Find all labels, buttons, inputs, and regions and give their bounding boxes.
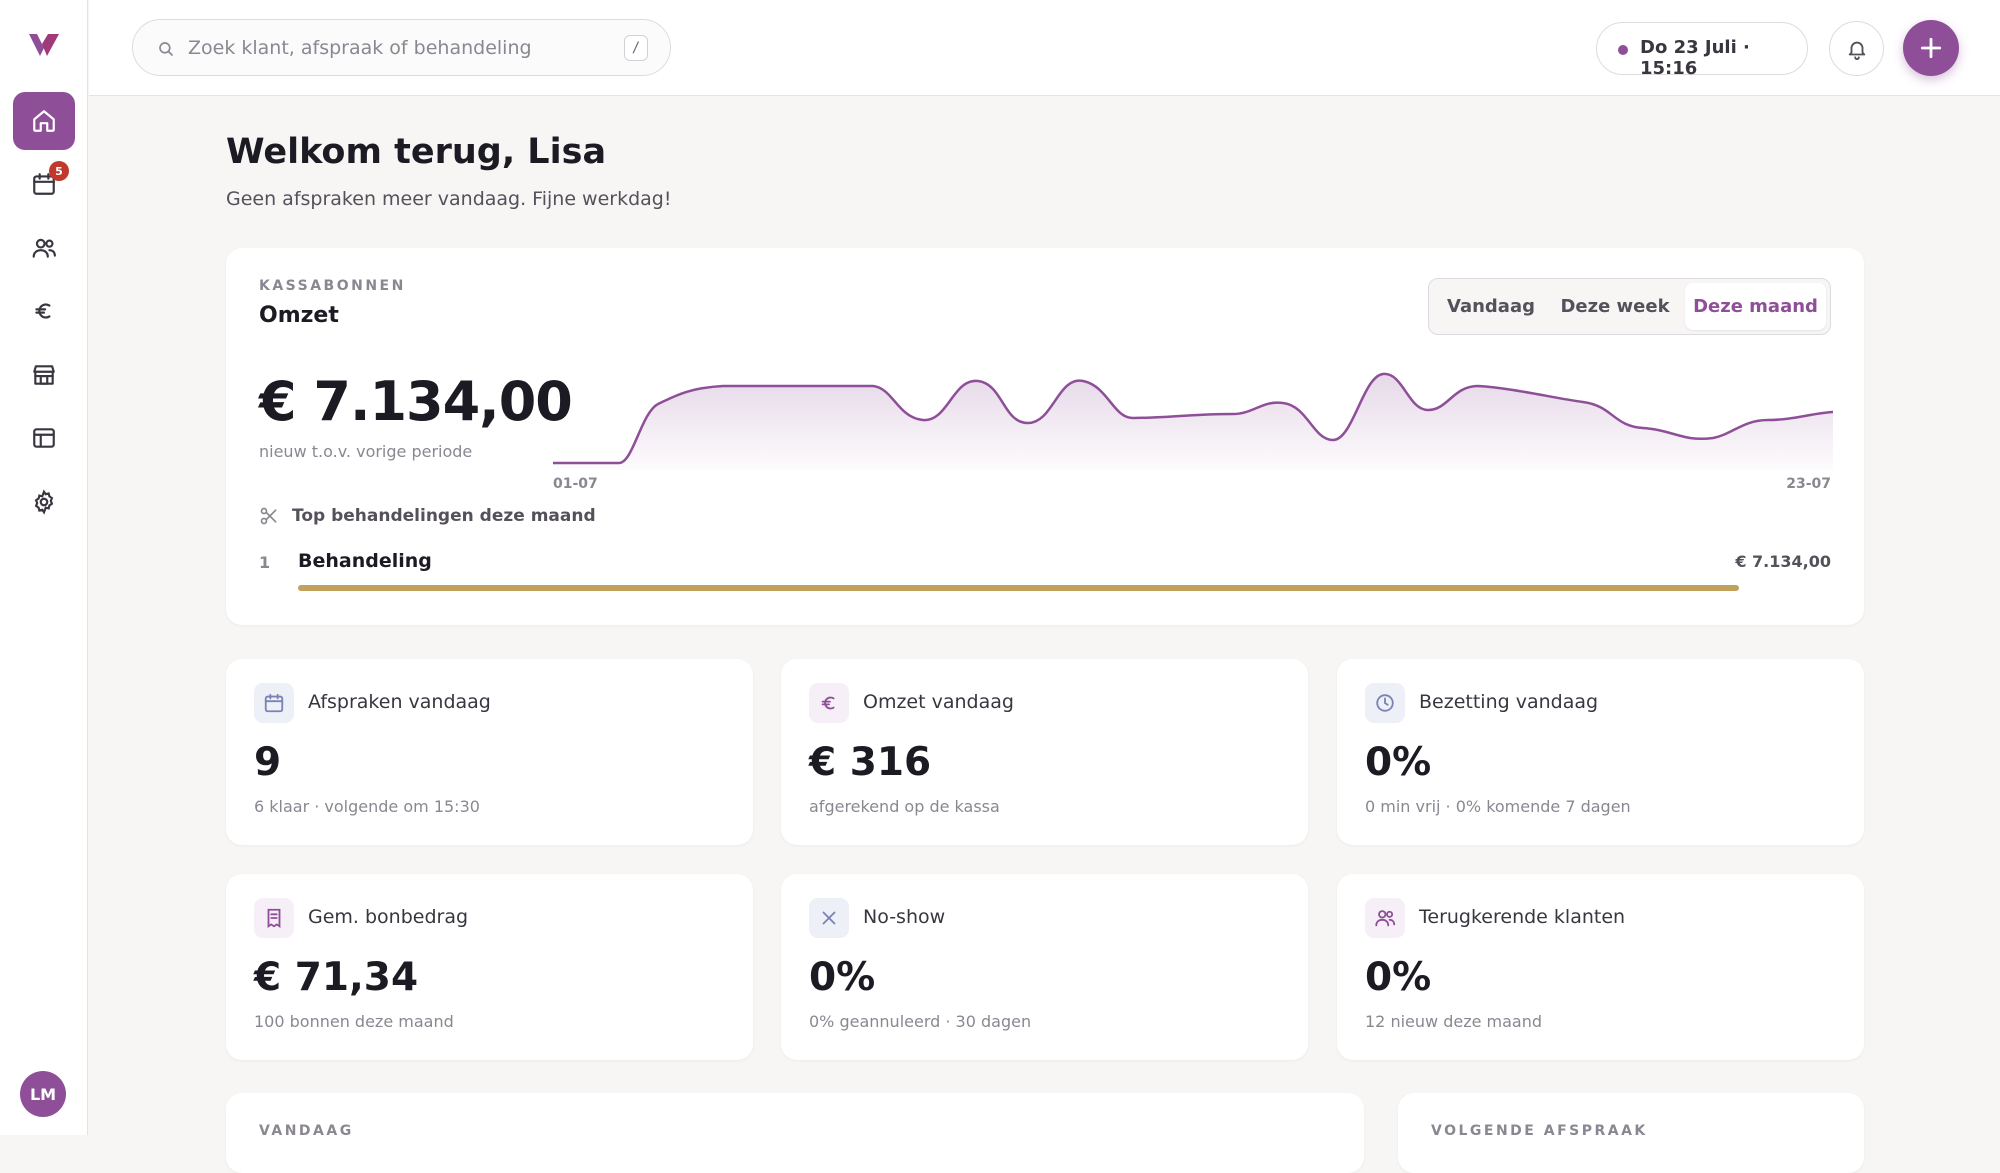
next-appointment-card: VOLGENDE AFSPRAAK xyxy=(1398,1093,1864,1173)
calendar-badge: 5 xyxy=(49,161,69,181)
x-icon xyxy=(822,911,836,925)
kpi-icon-wrap xyxy=(1365,898,1405,938)
topbar: Zoek klant, afspraak of behandeling / Do… xyxy=(89,0,2000,96)
users-icon xyxy=(1375,910,1396,927)
revenue-note: nieuw t.o.v. vorige periode xyxy=(259,442,473,461)
notifications-button[interactable] xyxy=(1829,21,1884,76)
clock-icon xyxy=(1376,694,1394,712)
kpi-note: 6 klaar · volgende om 15:30 xyxy=(254,797,480,816)
kpi-note: afgerekend op de kassa xyxy=(809,797,1000,816)
store-icon xyxy=(33,365,55,385)
today-card: VANDAAG xyxy=(226,1093,1364,1173)
gear-icon xyxy=(34,489,54,515)
sidebar: 5 LM xyxy=(0,0,88,1135)
home-icon xyxy=(33,110,55,132)
search-icon xyxy=(159,42,173,56)
kpi-card-avg-receipt[interactable]: Gem. bonbedrag € 71,34 100 bonnen deze m… xyxy=(226,874,753,1060)
status-dot xyxy=(1618,45,1628,55)
nav-layout[interactable] xyxy=(13,409,75,467)
kpi-card-appointments[interactable]: Afspraken vandaag 9 6 klaar · volgende o… xyxy=(226,659,753,845)
period-week[interactable]: Deze week xyxy=(1560,296,1670,317)
kpi-note: 0% geannuleerd · 30 dagen xyxy=(809,1012,1032,1031)
kpi-card-returning-clients[interactable]: Terugkerende klanten 0% 12 nieuw deze ma… xyxy=(1337,874,1864,1060)
kpi-label: Gem. bonbedrag xyxy=(308,906,469,928)
treatment-name: Behandeling xyxy=(298,550,432,572)
app-logo[interactable] xyxy=(27,30,61,60)
scissors-icon xyxy=(260,507,277,525)
nav-clients[interactable] xyxy=(13,219,75,277)
kpi-card-occupancy[interactable]: Bezetting vandaag 0% 0 min vrij · 0% kom… xyxy=(1337,659,1864,845)
kpi-icon-wrap xyxy=(254,683,294,723)
datetime-pill[interactable]: Do 23 Juli · 15:16 xyxy=(1596,22,1808,79)
avatar[interactable]: LM xyxy=(20,1071,66,1117)
sparkline-line xyxy=(553,372,1833,465)
bell-icon xyxy=(1848,41,1865,60)
kpi-value: € 316 xyxy=(809,740,932,785)
kpi-label: Terugkerende klanten xyxy=(1419,906,1626,928)
sparkline-area xyxy=(553,373,1833,470)
page-title: Welkom terug, Lisa xyxy=(226,132,607,172)
kpi-icon-wrap xyxy=(254,898,294,938)
period-today[interactable]: Vandaag xyxy=(1447,296,1535,317)
kpi-note: 100 bonnen deze maand xyxy=(254,1012,454,1031)
calendar-icon xyxy=(264,693,284,713)
period-month[interactable]: Deze maand xyxy=(1685,283,1826,330)
treatment-rank: 1 xyxy=(259,553,271,572)
kpi-value: 0% xyxy=(809,955,876,1000)
plus-icon xyxy=(1920,37,1942,59)
search-placeholder: Zoek klant, afspraak of behandeling xyxy=(188,37,532,59)
period-selector: Vandaag Deze week Deze maand xyxy=(1428,278,1831,335)
treatment-bar xyxy=(298,585,1831,591)
today-kicker: VANDAAG xyxy=(259,1123,354,1139)
kpi-value: 9 xyxy=(254,740,282,785)
kpi-label: Afspraken vandaag xyxy=(308,691,491,713)
nav-store[interactable] xyxy=(13,346,75,404)
kpi-label: Bezetting vandaag xyxy=(1419,691,1599,713)
users-icon xyxy=(32,238,56,258)
kpi-icon-wrap xyxy=(1365,683,1405,723)
kpi-card-no-show[interactable]: No-show 0% 0% geannuleerd · 30 dagen xyxy=(781,874,1308,1060)
page-subtitle: Geen afspraken meer vandaag. Fijne werkd… xyxy=(226,188,672,210)
kpi-label: Omzet vandaag xyxy=(863,691,1014,713)
euro-icon xyxy=(821,696,835,710)
nav-settings[interactable] xyxy=(13,473,75,531)
datetime-text: Do 23 Juli · 15:16 xyxy=(1640,37,1750,79)
top-treatments-title: Top behandelingen deze maand xyxy=(292,506,596,526)
treatment-value: € 7.134,00 xyxy=(1735,552,1831,571)
euro-icon xyxy=(35,303,51,319)
search-input[interactable]: Zoek klant, afspraak of behandeling / xyxy=(132,19,671,76)
kpi-icon-wrap xyxy=(809,683,849,723)
layout-icon xyxy=(33,428,55,448)
revenue-title: Omzet xyxy=(259,303,339,328)
kpi-value: 0% xyxy=(1365,955,1432,1000)
add-button[interactable] xyxy=(1903,20,1959,76)
kpi-value: € 71,34 xyxy=(254,955,419,1000)
kpi-note: 0 min vrij · 0% komende 7 dagen xyxy=(1365,797,1631,816)
revenue-kicker: KASSABONNEN xyxy=(259,278,406,294)
top-treatments-heading: Top behandelingen deze maand xyxy=(259,506,596,526)
receipt-icon xyxy=(267,908,281,928)
kpi-note: 12 nieuw deze maand xyxy=(1365,1012,1543,1031)
nav-home[interactable] xyxy=(13,92,75,150)
nav-calendar[interactable]: 5 xyxy=(13,155,75,213)
kpi-icon-wrap xyxy=(809,898,849,938)
search-shortcut: / xyxy=(624,35,648,61)
chart-x-end: 23-07 xyxy=(1786,476,1831,492)
chart-x-start: 01-07 xyxy=(553,476,598,492)
kpi-value: 0% xyxy=(1365,740,1432,785)
kpi-label: No-show xyxy=(863,906,946,928)
nav-finance[interactable] xyxy=(13,282,75,340)
revenue-card: KASSABONNEN Omzet Vandaag Deze week Deze… xyxy=(226,248,1864,625)
kpi-card-revenue-today[interactable]: Omzet vandaag € 316 afgerekend op de kas… xyxy=(781,659,1308,845)
treatment-bar-fill xyxy=(298,585,1740,591)
next-appointment-kicker: VOLGENDE AFSPRAAK xyxy=(1431,1123,1648,1139)
revenue-amount: € 7.134,00 xyxy=(259,370,573,433)
calendar-icon xyxy=(33,173,55,195)
revenue-sparkline xyxy=(553,372,1833,470)
